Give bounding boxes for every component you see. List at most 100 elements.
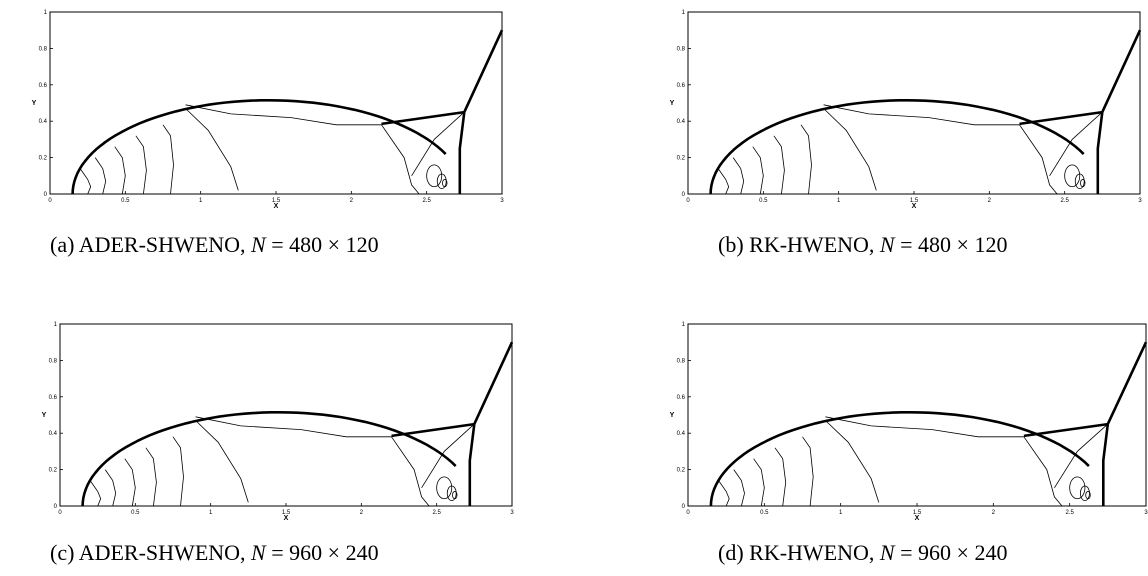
caption-grid: 480 × 120 [918,232,1008,257]
caption-method: RK-HWENO, [749,540,875,565]
y-axis-label: Y [670,412,675,419]
x-tick-label: 0.5 [131,510,140,516]
density-contour [79,168,92,195]
density-contour [135,135,147,195]
x-axis-label: X [912,203,917,210]
mach-stem-contour [1019,110,1103,126]
caption-b: (b) RK-HWENO, N = 480 × 120 [718,232,1007,258]
x-tick-label: 1 [199,198,203,204]
y-tick-label: 0.8 [677,358,686,364]
y-tick-label: 1 [682,10,686,16]
y-tick-label: 0 [44,192,48,198]
density-contour [89,480,102,507]
caption-c: (c) ADER-SHWENO, N = 960 × 240 [50,540,379,566]
reflected-shock-contour [458,111,466,194]
x-axis-label: X [274,203,279,210]
x-tick-label: 2.5 [432,510,441,516]
caption-label: (a) [50,232,75,257]
density-contour [114,146,126,195]
contact-contour [825,416,1024,438]
density-contour [800,124,812,195]
density-contour [773,135,785,195]
reflected-shock-contour [1096,111,1104,194]
vortex-contour [1079,485,1090,501]
caption-eq: = [271,232,284,257]
x-tick-label: 1.5 [272,198,281,204]
incident-shock-contour [473,341,514,425]
x-tick-label: 0.5 [759,198,768,204]
bow-shock-contour [709,99,1085,195]
y-tick-label: 0.4 [677,119,686,125]
caption-var: N [251,540,266,565]
bow-shock-contour [709,411,1090,507]
contour-plot-a: 0 0.5 1 1.5 2 2.5 3 0 0.2 0.4 0.6 0.8 1 X Y [32,10,505,210]
caption-grid: 960 × 240 [918,540,1008,565]
y-tick-label: 0.4 [49,431,58,437]
caption-method: RK-HWENO, [749,232,875,257]
y-tick-label: 0.8 [677,46,686,52]
x-tick-label: 0 [686,198,690,204]
x-tick-label: 1.5 [282,510,291,516]
reflected-shock-contour [468,423,476,506]
density-contour [94,157,107,195]
contact-contour [195,416,392,438]
density-contour [162,124,174,195]
axes: 0 0.5 1 1.5 2 2.5 3 0 0.2 0.4 0.6 0.8 1 X Y [670,10,1143,210]
plot-frame [49,11,503,195]
vortex-contour [436,173,447,189]
x-tick-label: 2.5 [422,198,431,204]
y-tick-label: 0 [682,192,686,198]
vortex-contour [442,179,448,188]
caption-grid: 480 × 120 [289,232,379,257]
y-tick-label: 0.4 [39,119,48,125]
density-contour [774,447,787,507]
mach-stem-contour [1023,422,1108,438]
caption-method: ADER-SHWENO, [78,540,246,565]
contour-plot-d: 0 0.5 1 1.5 2 2.5 3 0 0.2 0.4 0.6 0.8 1 X Y [670,322,1148,522]
y-tick-label: 1 [44,10,48,16]
contact-contour [185,104,382,126]
caption-method: ADER-SHWENO, [78,232,246,257]
contours [71,29,504,195]
density-contour [825,420,880,503]
contact-contour [823,104,1020,126]
x-axis-label: X [284,515,289,522]
x-tick-label: 2 [350,198,354,204]
y-tick-label: 0.2 [39,156,48,162]
y-tick-label: 0 [682,504,686,510]
density-contour [172,436,184,507]
y-axis-label: Y [670,100,675,107]
x-tick-label: 0 [686,510,690,516]
y-tick-label: 0.6 [677,83,686,89]
reflected-shock-contour [1102,423,1110,506]
slip-line-contour [381,124,420,195]
density-contour [124,458,136,507]
density-contour [732,157,745,195]
density-contour [185,108,239,191]
vortex-contour [452,491,458,500]
density-contour [752,146,764,195]
slip-line-contour [391,436,430,507]
caption-eq: = [900,540,913,565]
x-tick-label: 1.5 [910,198,919,204]
density-contour [733,469,745,507]
y-tick-label: 0.4 [677,431,686,437]
caption-label: (d) [718,540,744,565]
density-contour [717,168,730,195]
x-axis-label: X [915,515,920,522]
density-contour [145,447,157,507]
bow-shock-contour [71,99,447,195]
y-tick-label: 0.2 [677,156,686,162]
incident-shock-contour [1101,29,1142,113]
x-tick-label: 2 [992,510,996,516]
caption-a: (a) ADER-SHWENO, N = 480 × 120 [50,232,379,258]
axes: 0 0.5 1 1.5 2 2.5 3 0 0.2 0.4 0.6 0.8 1 X Y [32,10,505,210]
y-tick-label: 0.6 [49,395,58,401]
slip-line-contour [1019,124,1058,195]
density-contour [195,420,249,503]
y-tick-label: 0.2 [49,468,58,474]
x-tick-label: 1.5 [913,510,922,516]
caption-eq: = [271,540,284,565]
plot-frame [59,323,513,507]
caption-var: N [879,540,895,565]
